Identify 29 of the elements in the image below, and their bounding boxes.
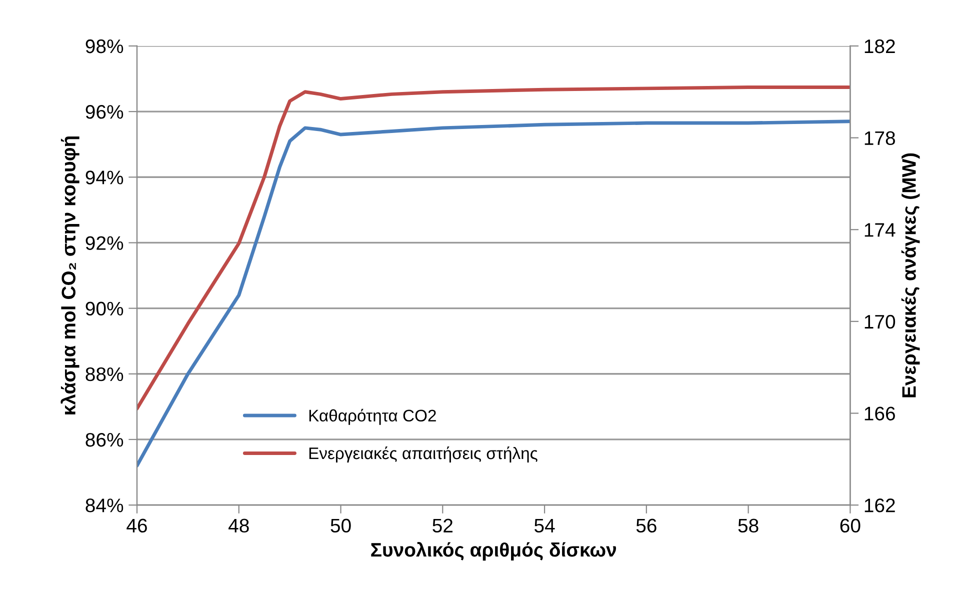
y2-tick-label: 178 [864,131,895,146]
y-axis-title: κλάσμα mol CO₂ στην κορυφή [60,136,80,414]
y2-axis-title: Ενεργειακές ανάγκες (MW) [901,153,920,398]
y-tick-label: 96% [86,105,124,119]
x-tick-label: 54 [534,518,555,533]
x-tick-label: 46 [126,518,147,533]
line-series [136,86,850,410]
line-series [136,120,850,468]
x-tick-label: 52 [432,518,452,533]
legend-label: Ενεργειακές απαιτήσεις στήλης [309,446,538,463]
x-tick-label: 60 [840,518,860,533]
y2-tick-label: 182 [864,39,895,54]
y2-tick-label: 170 [864,314,896,329]
x-tick-label: 58 [738,518,758,533]
y2-tick-label: 162 [864,498,895,512]
y-tick-label: 90% [86,302,124,316]
y-tick-label: 86% [86,432,124,447]
x-axis-title: Συνολικός αριθμός δίσκων [371,542,616,561]
x-tick-label: 48 [228,518,249,533]
y2-tick-label: 174 [864,223,896,237]
x-tick-label: 50 [330,518,351,533]
y-tick-label: 94% [86,170,124,184]
y-tick-label: 88% [86,367,124,382]
legend-label: Καθαρότητα CO2 [309,408,436,425]
y2-tick-label: 166 [864,406,895,420]
y-tick-label: 98% [86,39,124,54]
x-tick-label: 56 [636,518,656,533]
y-tick-label: 92% [86,236,124,250]
y-tick-label: 84% [86,498,124,512]
